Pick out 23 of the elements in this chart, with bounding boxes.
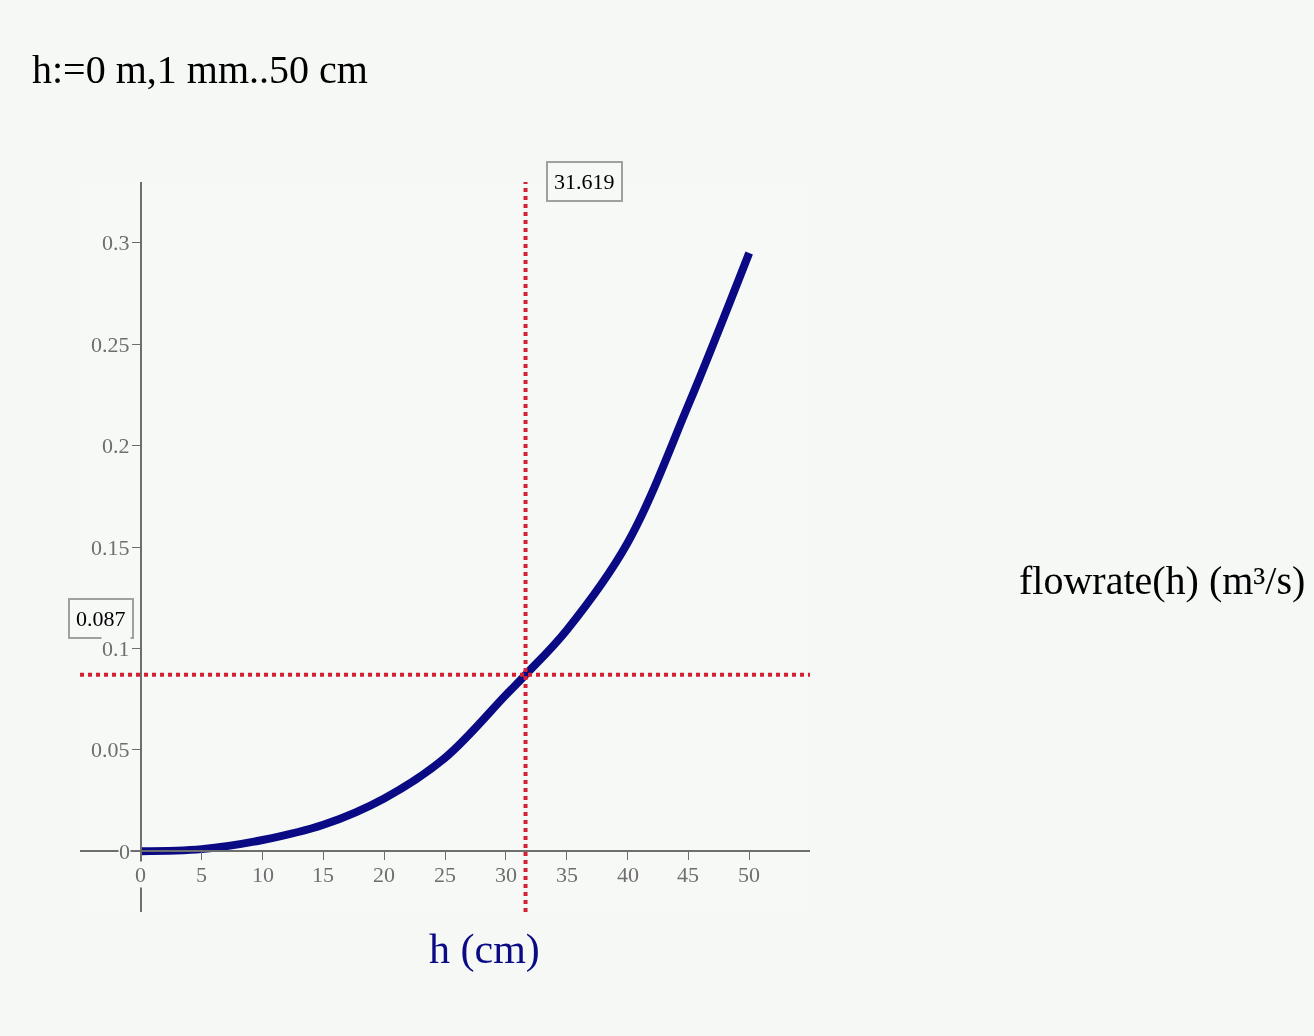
x-tick-label: 10 (252, 862, 274, 887)
x-axis-title: h (cm) (429, 926, 540, 973)
x-tick-label: 25 (434, 862, 456, 887)
y-tick-label: 0 (119, 839, 130, 864)
y-tick-label: 0.3 (102, 230, 130, 255)
x-tick-label: 0 (135, 862, 146, 887)
ref-line-label: 31.619 (554, 169, 615, 194)
x-tick-label: 35 (556, 862, 578, 887)
y-tick-label: 0.2 (102, 433, 130, 458)
text: flowrate(h) (m³/s) (1019, 558, 1306, 603)
text: h:=0 m,1 mm..50 cm (32, 47, 368, 92)
x-tick-label: 40 (617, 862, 639, 887)
y-tick-label: 0.15 (91, 535, 130, 560)
x-tick-label: 30 (495, 862, 517, 887)
y-tick-label: 0.1 (102, 636, 130, 661)
x-tick-label: 45 (677, 862, 699, 887)
y-tick-label: 0.25 (91, 332, 130, 357)
x-tick-label: 5 (196, 862, 207, 887)
x-tick-label: 20 (373, 862, 395, 887)
x-tick-label: 50 (738, 862, 760, 887)
y-tick-label: 0.05 (91, 737, 130, 762)
x-tick-label: 15 (312, 862, 334, 887)
ref-line-label: 0.087 (76, 606, 126, 631)
